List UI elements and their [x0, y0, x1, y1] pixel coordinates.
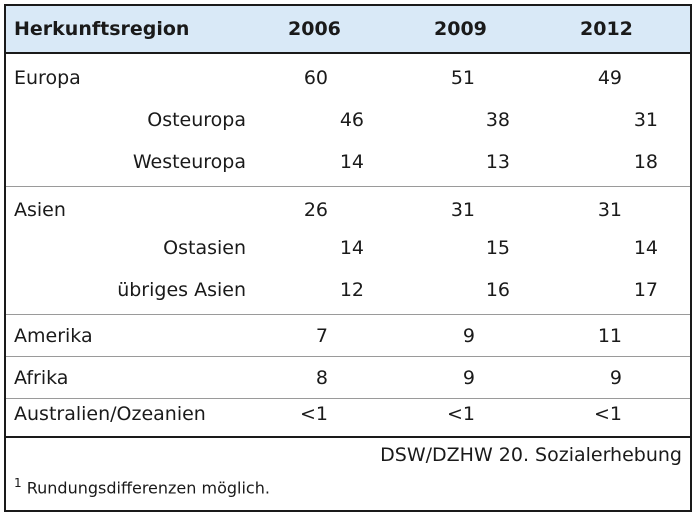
group-divider	[6, 186, 690, 187]
row-label: Ostasien	[163, 237, 246, 259]
value-2012: 49	[597, 67, 622, 89]
table-row-afrika: Afrika 8 9 9	[6, 360, 690, 396]
table-row-westeuropa: Westeuropa 14 13 18	[6, 144, 690, 180]
row-label: Westeuropa	[132, 151, 246, 173]
row-label: Osteuropa	[147, 109, 246, 131]
header-2006: 2006	[288, 18, 341, 40]
value-2012: <1	[593, 403, 622, 425]
row-label: Australien/Ozeanien	[14, 403, 206, 425]
footnote: 1 Rundungsdifferenzen möglich.	[14, 476, 270, 497]
value-2006: 46	[339, 109, 364, 131]
value-2012: 9	[609, 367, 622, 389]
value-2009: 9	[462, 325, 475, 347]
value-2006: 8	[315, 367, 328, 389]
value-2012: 14	[633, 237, 658, 259]
source-line: DSW/DZHW 20. Sozialerhebung	[380, 444, 682, 466]
table-row-europa: Europa 60 51 49	[6, 60, 690, 96]
value-2009: 16	[485, 279, 510, 301]
footnote-text: Rundungsdifferenzen möglich.	[26, 478, 270, 498]
group-divider	[6, 314, 690, 315]
value-2012: 18	[633, 151, 658, 173]
value-2006: 7	[315, 325, 328, 347]
value-2012: 17	[633, 279, 658, 301]
value-2012: 31	[633, 109, 658, 131]
header-2009: 2009	[434, 18, 487, 40]
header-2012: 2012	[580, 18, 633, 40]
table-row-ostasien: Ostasien 14 15 14	[6, 230, 690, 266]
table-row-uebriges-asien: übriges Asien 12 16 17	[6, 272, 690, 308]
footnote-marker: 1	[14, 476, 22, 490]
value-2006: 26	[303, 199, 328, 221]
table-row-asien: Asien 26 31 31	[6, 192, 690, 228]
table-row-amerika: Amerika 7 9 11	[6, 318, 690, 354]
value-2009: 13	[485, 151, 510, 173]
table-row-osteuropa: Osteuropa 46 38 31	[6, 102, 690, 138]
value-2009: 9	[462, 367, 475, 389]
row-label: Asien	[14, 199, 66, 221]
header-region: Herkunftsregion	[14, 18, 190, 40]
value-2006: 12	[339, 279, 364, 301]
group-divider	[6, 356, 690, 357]
value-2009: 38	[485, 109, 510, 131]
row-label: Europa	[14, 67, 81, 89]
value-2009: <1	[446, 403, 475, 425]
group-divider	[6, 398, 690, 399]
value-2006: 60	[303, 67, 328, 89]
value-2012: 31	[597, 199, 622, 221]
value-2006: 14	[339, 237, 364, 259]
value-2012: 11	[597, 325, 622, 347]
data-table: Herkunftsregion 2006 2009 2012 Europa 60…	[4, 4, 692, 512]
value-2006: <1	[299, 403, 328, 425]
value-2006: 14	[339, 151, 364, 173]
row-label: Afrika	[14, 367, 69, 389]
table-footer: DSW/DZHW 20. Sozialerhebung 1 Rundungsdi…	[6, 436, 690, 510]
value-2009: 31	[450, 199, 475, 221]
table-header: Herkunftsregion 2006 2009 2012	[6, 6, 690, 54]
row-label: übriges Asien	[117, 279, 246, 301]
table-row-australien-ozeanien: Australien/Ozeanien <1 <1 <1	[6, 396, 690, 432]
row-label: Amerika	[14, 325, 93, 347]
value-2009: 15	[485, 237, 510, 259]
value-2009: 51	[450, 67, 475, 89]
